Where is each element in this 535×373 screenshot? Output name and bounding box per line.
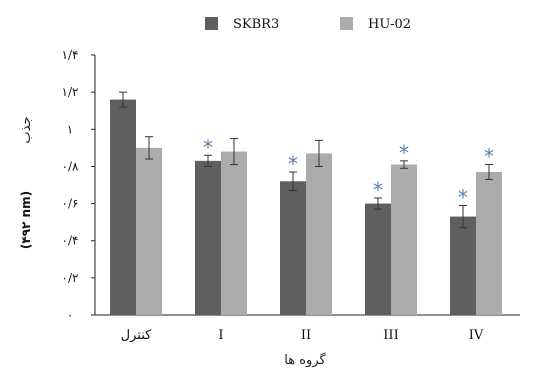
bar-hu-02-4 [476,172,502,315]
bars: * * * * * * [110,91,502,315]
significance-star: * [288,152,298,176]
x-axis-title: گروه ها [284,352,326,368]
significance-star: * [399,141,409,165]
legend-swatch-hu-02 [340,17,353,30]
legend-label-hu-02: HU-02 [368,17,411,32]
y-tick-label: ۰/۴ [62,234,79,248]
bar-skbr3-3 [365,203,391,315]
significance-star: * [484,145,494,169]
bar-hu-02-2 [306,153,332,315]
significance-star: * [458,185,468,209]
bar-skbr3-0 [110,99,136,315]
y-axis-title: جذب [19,116,34,143]
y-tick-label: ۰/۸ [62,159,79,173]
bar-hu-02-0 [136,147,162,315]
bar-hu-02-1 [221,151,247,315]
y-tick-label: ۱/۴ [62,48,79,62]
axes: ۰ ۰/۲ ۰/۴ ۰/۶ ۰/۸ ۱ ۱/۲ ۱/۴ [62,48,520,322]
y-axis-unit: (۴۹۲ nm) [19,191,33,249]
legend-swatch-skbr3 [205,17,218,30]
x-category-label: III [383,328,398,343]
x-category-label: کنترل [121,328,152,343]
x-category-label: II [301,328,311,343]
legend: SKBR3 HU-02 [205,17,411,32]
y-tick-label: ۰/۲ [62,271,79,285]
y-tick-label: ۰/۶ [62,197,79,211]
bar-skbr3-4 [450,216,476,315]
y-axis-title-group: جذب (۴۹۲ nm) [19,116,34,249]
significance-star: * [373,178,383,202]
x-category-label: IV [469,328,484,343]
y-tick-label: ۱ [67,122,73,136]
bar-hu-02-3 [391,164,417,315]
x-category-label: I [218,328,223,343]
y-tick-label: ۱/۲ [62,85,79,99]
bar-skbr3-2 [280,181,306,315]
bar-skbr3-1 [195,160,221,315]
significance-star: * [203,135,213,159]
legend-label-skbr3: SKBR3 [233,17,279,32]
y-tick-label: ۰ [67,308,73,322]
